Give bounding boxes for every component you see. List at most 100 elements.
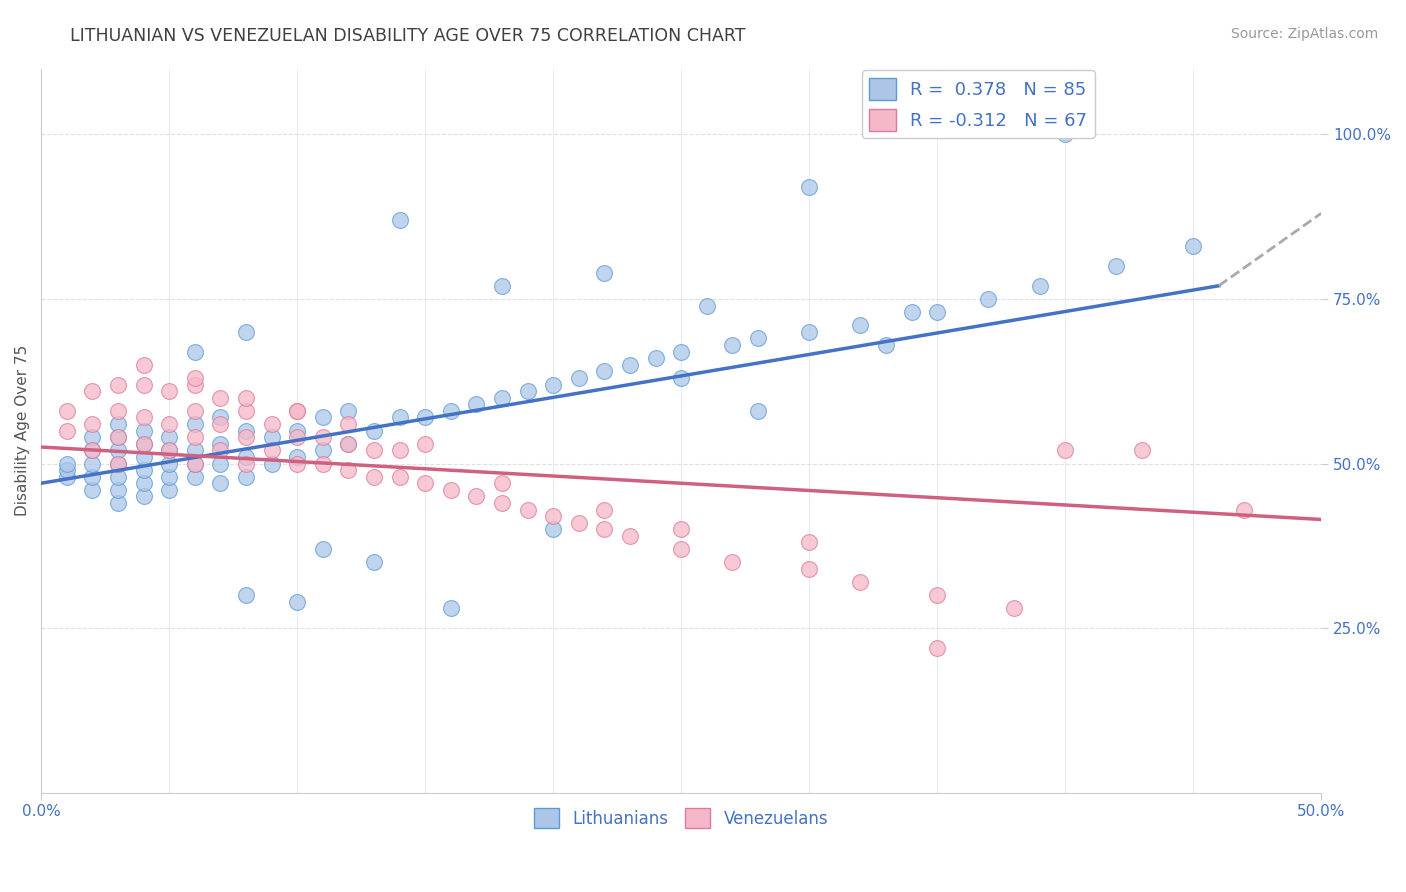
Point (363, 469, 385, 483)
Point (183, 377, 205, 392)
Point (132, 377, 155, 392)
Point (132, 476, 155, 491)
Point (132, 424, 155, 438)
Point (312, 457, 335, 471)
Point (183, 469, 205, 483)
Text: Source: ZipAtlas.com: Source: ZipAtlas.com (1230, 27, 1378, 41)
Point (55, 469, 77, 483)
Point (55, 463, 77, 477)
Point (1054, 128, 1077, 142)
Point (82, 457, 104, 471)
Point (541, 522, 564, 536)
Point (82, 469, 104, 483)
Legend: Lithuanians, Venezuelans: Lithuanians, Venezuelans (527, 801, 835, 835)
Point (747, 331, 769, 345)
Point (568, 371, 591, 385)
Point (235, 457, 257, 471)
Point (183, 371, 205, 385)
Point (183, 404, 205, 418)
Point (157, 469, 180, 483)
Point (285, 450, 308, 464)
Point (82, 430, 104, 444)
Point (337, 417, 360, 431)
Point (107, 417, 129, 431)
Point (440, 404, 463, 418)
Point (285, 457, 308, 471)
Point (183, 443, 205, 458)
Point (312, 443, 335, 458)
Point (235, 391, 257, 405)
Point (209, 476, 232, 491)
Point (363, 424, 385, 438)
Point (363, 443, 385, 458)
Point (312, 430, 335, 444)
Point (209, 410, 232, 425)
Point (593, 266, 616, 280)
Point (157, 457, 180, 471)
Point (388, 213, 411, 227)
Point (235, 469, 257, 483)
Point (157, 430, 180, 444)
Point (388, 443, 411, 458)
Point (388, 469, 411, 483)
Point (132, 450, 155, 464)
Point (183, 457, 205, 471)
Point (260, 443, 283, 458)
Point (209, 443, 232, 458)
Point (927, 640, 949, 655)
Point (669, 522, 692, 536)
Point (516, 384, 538, 398)
Point (107, 430, 129, 444)
Point (235, 404, 257, 418)
Point (337, 463, 360, 477)
Point (337, 436, 360, 450)
Point (849, 574, 872, 589)
Point (107, 430, 129, 444)
Point (82, 417, 104, 431)
Point (82, 384, 104, 398)
Point (157, 443, 180, 458)
Point (799, 325, 821, 339)
Point (669, 542, 692, 557)
Point (235, 424, 257, 438)
Point (107, 469, 129, 483)
Point (516, 502, 538, 516)
Point (209, 436, 232, 450)
Point (132, 436, 155, 450)
Point (82, 483, 104, 497)
Point (157, 483, 180, 497)
Point (183, 430, 205, 444)
Point (541, 509, 564, 524)
Point (568, 516, 591, 530)
Point (413, 476, 436, 491)
Point (593, 364, 616, 378)
Point (107, 443, 129, 458)
Point (107, 483, 129, 497)
Point (183, 344, 205, 359)
Point (285, 424, 308, 438)
Y-axis label: Disability Age Over 75: Disability Age Over 75 (15, 345, 30, 516)
Point (491, 278, 513, 293)
Point (132, 463, 155, 477)
Point (593, 502, 616, 516)
Point (491, 391, 513, 405)
Point (235, 430, 257, 444)
Point (900, 305, 922, 319)
Point (413, 410, 436, 425)
Point (209, 391, 232, 405)
Point (541, 377, 564, 392)
Point (1054, 443, 1077, 458)
Point (747, 404, 769, 418)
Point (593, 522, 616, 536)
Point (413, 436, 436, 450)
Point (927, 588, 949, 602)
Point (799, 562, 821, 576)
Point (337, 404, 360, 418)
Point (157, 443, 180, 458)
Point (388, 410, 411, 425)
Point (312, 410, 335, 425)
Point (799, 535, 821, 549)
Point (55, 404, 77, 418)
Point (260, 417, 283, 431)
Point (132, 490, 155, 504)
